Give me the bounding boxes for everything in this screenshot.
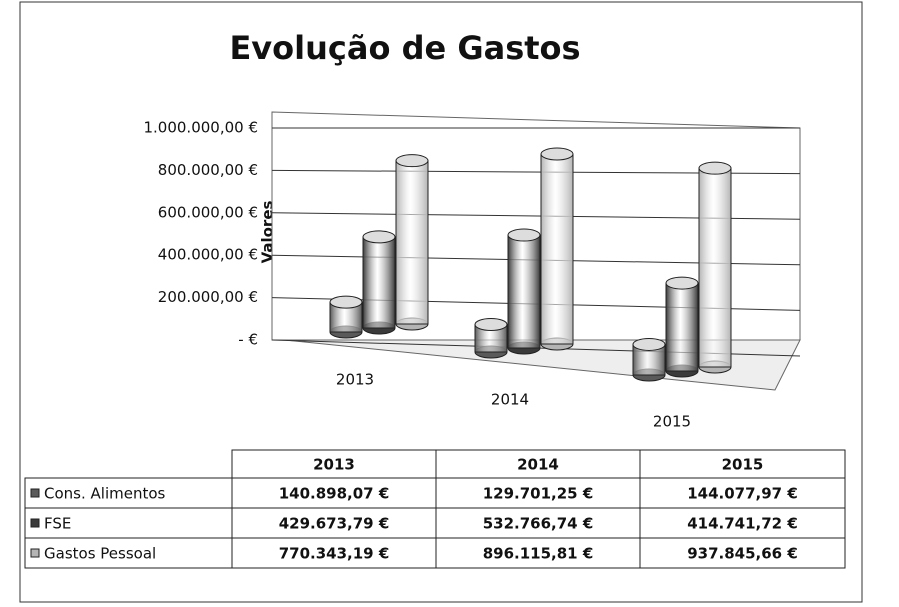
cylinder-top xyxy=(474,318,508,332)
cylinder-body xyxy=(395,160,429,325)
cylinder-top xyxy=(632,337,666,351)
x-tick-label: 2013 xyxy=(336,371,374,389)
cylinder xyxy=(540,147,574,351)
cylinder-body xyxy=(507,234,541,349)
table-value: 414.741,72 € xyxy=(687,515,798,533)
legend-label: Cons. Alimentos xyxy=(44,485,166,503)
legend-label: Gastos Pessoal xyxy=(44,545,156,563)
cylinder xyxy=(698,161,732,374)
y-tick-label: - € xyxy=(238,331,258,349)
y-tick-label: 400.000,00 € xyxy=(158,246,258,264)
table-value: 129.701,25 € xyxy=(483,485,594,503)
table-value: 896.115,81 € xyxy=(483,545,594,563)
y-tick-label: 600.000,00 € xyxy=(158,203,258,221)
cylinder xyxy=(329,295,363,339)
y-tick-label: 200.000,00 € xyxy=(158,288,258,306)
cylinder-body xyxy=(540,153,574,345)
legend-swatch xyxy=(30,518,40,528)
chart-title: Evolução de Gastos xyxy=(229,29,580,67)
table-header: 2013 xyxy=(313,456,355,474)
x-tick-label: 2015 xyxy=(653,413,691,431)
cylinder-top xyxy=(395,154,429,168)
y-tick-label: 800.000,00 € xyxy=(158,161,258,179)
legend-label: FSE xyxy=(44,515,71,533)
cylinder-top xyxy=(362,230,396,244)
cylinder-top xyxy=(507,228,541,242)
cylinder-top xyxy=(329,295,363,309)
cylinder xyxy=(474,318,508,359)
legend-swatch xyxy=(30,548,40,558)
cylinder-body xyxy=(362,236,396,329)
table-value: 937.845,66 € xyxy=(687,545,798,563)
cylinder xyxy=(395,154,429,331)
cylinder-body xyxy=(665,282,699,372)
table-value: 144.077,97 € xyxy=(687,485,798,503)
cylinder xyxy=(362,230,396,335)
cylinder-top xyxy=(698,161,732,175)
table-value: 140.898,07 € xyxy=(279,485,390,503)
legend-swatch xyxy=(30,488,40,498)
table-value: 429.673,79 € xyxy=(279,515,390,533)
cylinder-top xyxy=(540,147,574,161)
cylinder xyxy=(632,337,666,382)
table-border xyxy=(24,477,846,569)
cylinder-top xyxy=(665,276,699,290)
cylinder xyxy=(507,228,541,355)
table-value: 532.766,74 € xyxy=(483,515,594,533)
table-header: 2014 xyxy=(517,456,559,474)
y-tick-label: 1.000.000,00 € xyxy=(143,119,258,137)
cylinder-body xyxy=(698,167,732,368)
x-tick-label: 2014 xyxy=(491,391,529,409)
table-value: 770.343,19 € xyxy=(279,545,390,563)
table-header: 2015 xyxy=(722,456,764,474)
cylinder xyxy=(665,276,699,378)
